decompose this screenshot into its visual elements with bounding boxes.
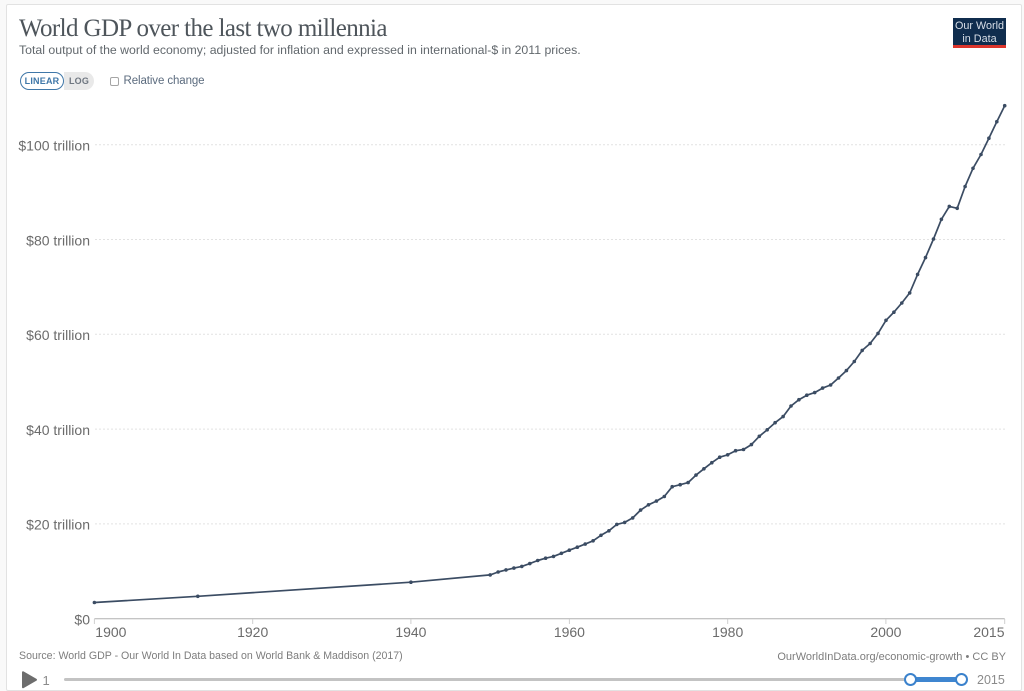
- svg-text:1920: 1920: [237, 624, 268, 640]
- svg-text:$80 trillion: $80 trillion: [26, 232, 90, 248]
- svg-text:1900: 1900: [95, 624, 126, 640]
- svg-text:$40 trillion: $40 trillion: [26, 422, 90, 438]
- svg-text:$0: $0: [74, 611, 90, 627]
- svg-text:2015: 2015: [973, 624, 1004, 640]
- svg-text:1940: 1940: [395, 624, 426, 640]
- svg-text:$100 trillion: $100 trillion: [18, 138, 90, 154]
- svg-text:2000: 2000: [870, 624, 901, 640]
- svg-text:$20 trillion: $20 trillion: [26, 517, 90, 533]
- svg-text:1980: 1980: [712, 624, 743, 640]
- svg-text:$60 trillion: $60 trillion: [26, 327, 90, 343]
- svg-text:1960: 1960: [554, 624, 585, 640]
